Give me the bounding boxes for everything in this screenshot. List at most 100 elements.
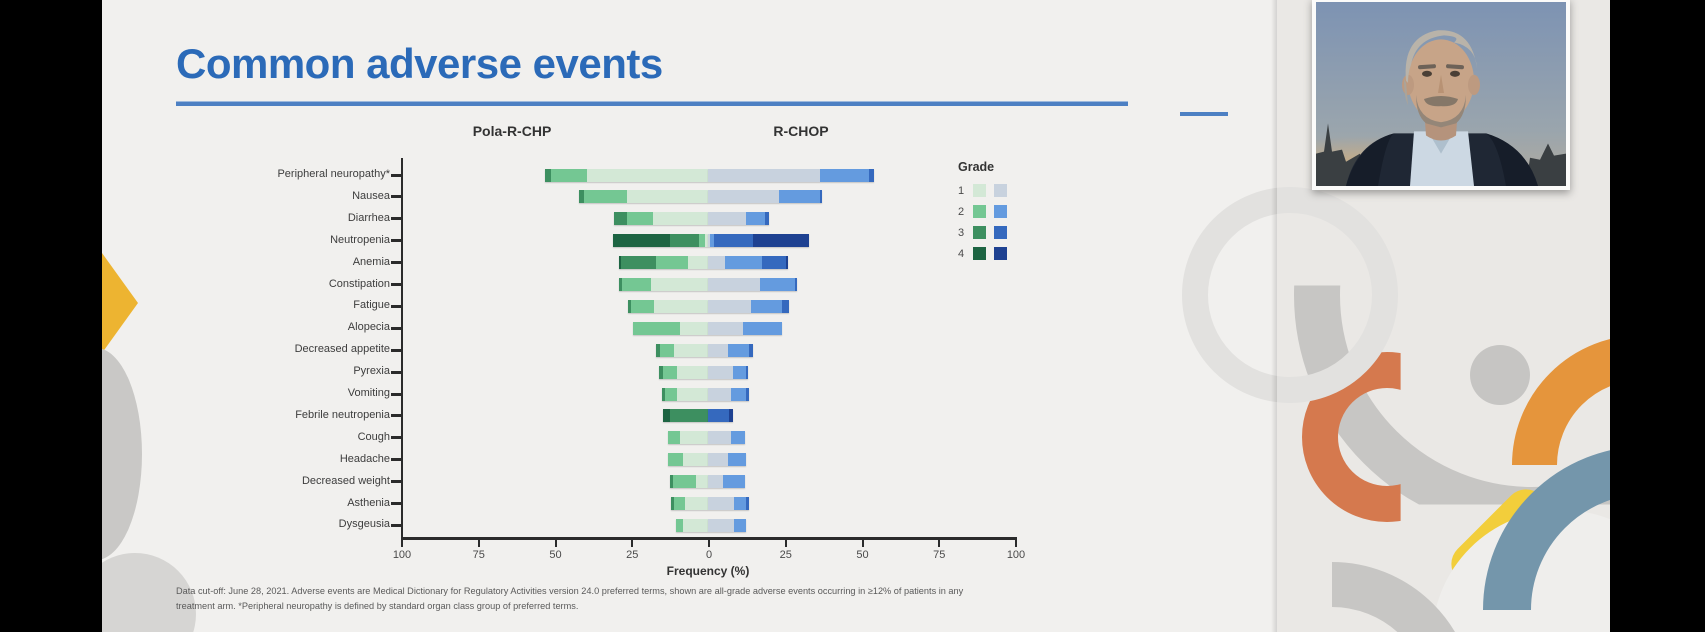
segment-grade2 xyxy=(698,234,705,248)
legend-swatch-blue xyxy=(994,184,1007,197)
bar-pola-r-chp xyxy=(618,256,708,270)
category-tick xyxy=(391,261,401,265)
segment-grade2 xyxy=(727,453,747,467)
segment-grade2 xyxy=(709,234,715,248)
segment-grade2 xyxy=(760,278,796,291)
grade-legend: Grade 1 2 3 4 xyxy=(958,160,1007,264)
footnote-line-1: Data cut-off: June 28, 2021. Adverse eve… xyxy=(176,586,964,596)
segment-grade1 xyxy=(680,321,708,335)
bar-pola-r-chp xyxy=(669,475,708,489)
x-axis-tick xyxy=(401,540,403,547)
x-axis-tick xyxy=(861,540,864,547)
segment-grade2 xyxy=(660,343,675,357)
bar-pola-r-chp xyxy=(663,409,708,423)
segment-grade1 xyxy=(708,299,751,313)
bar-pola-r-chp xyxy=(668,431,708,445)
bar-r-chop xyxy=(708,365,748,379)
segment-grade2 xyxy=(732,365,747,379)
x-axis-title: Frequency (%) xyxy=(666,564,750,578)
segment-grade2 xyxy=(626,212,653,226)
segment-grade3 xyxy=(746,497,750,510)
category-label: Diarrhea xyxy=(347,211,390,224)
legend-swatch-blue xyxy=(994,247,1007,260)
category-tick xyxy=(391,283,401,286)
segment-grade2 xyxy=(723,475,745,489)
segment-grade1 xyxy=(586,168,708,182)
category-tick xyxy=(391,436,401,440)
segment-grade3 xyxy=(661,387,666,401)
segment-grade4 xyxy=(786,256,788,270)
title-underline xyxy=(176,101,1128,106)
x-axis-tick xyxy=(1015,540,1017,547)
segment-grade1 xyxy=(683,453,708,467)
segment-grade4 xyxy=(612,234,670,248)
x-axis-tick xyxy=(938,540,941,547)
segment-grade4 xyxy=(663,409,670,423)
segment-grade3 xyxy=(781,299,790,313)
bar-pola-r-chp xyxy=(655,343,708,357)
segment-grade2 xyxy=(750,299,782,313)
segment-grade3 xyxy=(764,212,770,226)
bar-pola-r-chp xyxy=(668,453,708,467)
segment-grade2 xyxy=(668,453,684,467)
segment-grade1 xyxy=(708,475,724,489)
bar-r-chop xyxy=(708,212,770,226)
segment-grade2 xyxy=(675,518,684,532)
legend-grade-number: 3 xyxy=(958,226,965,239)
segment-grade2 xyxy=(632,321,681,335)
panel-edge-shadow xyxy=(1271,0,1277,632)
footnote-line-2: treatment arm. *Peripheral neuropathy is… xyxy=(176,601,579,611)
segment-grade4 xyxy=(618,256,621,270)
segment-grade3 xyxy=(669,475,673,489)
segment-grade1 xyxy=(708,387,732,401)
slide-edge-yellow-decoration xyxy=(102,253,138,353)
category-label: Vomiting xyxy=(347,387,390,399)
segment-grade1 xyxy=(708,256,725,270)
segment-grade3 xyxy=(655,343,661,357)
bar-r-chop xyxy=(708,256,788,270)
bar-r-chop xyxy=(708,278,798,291)
segment-grade3 xyxy=(749,343,753,357)
bar-r-chop xyxy=(708,453,747,467)
segment-grade2 xyxy=(731,431,745,445)
bar-r-chop xyxy=(708,299,790,313)
segment-grade3 xyxy=(708,409,730,423)
bar-r-chop xyxy=(708,343,753,357)
segment-grade1 xyxy=(708,212,747,226)
segment-grade2 xyxy=(668,431,681,445)
segment-grade1 xyxy=(652,212,708,226)
bar-pola-r-chp xyxy=(628,299,708,313)
segment-grade2 xyxy=(727,343,750,357)
segment-grade1 xyxy=(708,278,761,291)
segment-grade1 xyxy=(708,168,821,182)
category-label: Decreased weight xyxy=(301,474,390,487)
segment-grade2 xyxy=(551,168,587,182)
category-tick xyxy=(391,502,401,505)
bar-r-chop xyxy=(708,518,747,532)
category-label: Decreased appetite xyxy=(294,343,390,356)
segment-grade2 xyxy=(622,278,652,291)
segment-grade3 xyxy=(628,299,632,313)
segment-grade3 xyxy=(618,278,623,291)
category-tick xyxy=(391,523,401,527)
segment-grade1 xyxy=(708,234,710,248)
x-axis-tick xyxy=(477,540,480,547)
category-tick xyxy=(391,458,401,462)
segment-grade3 xyxy=(795,278,798,291)
bar-pola-r-chp xyxy=(661,387,708,401)
segment-grade1 xyxy=(704,234,708,248)
category-label: Cough xyxy=(357,430,390,443)
title-underline-fragment xyxy=(1180,112,1228,116)
bar-r-chop xyxy=(708,321,782,335)
speaker-webcam xyxy=(1312,0,1570,190)
segment-grade4 xyxy=(752,234,810,248)
category-label: Dysgeusia xyxy=(338,518,390,531)
category-tick xyxy=(391,348,401,352)
segment-grade2 xyxy=(731,387,747,401)
category-tick xyxy=(391,326,401,330)
segment-grade2 xyxy=(724,256,762,270)
category-label: Pyrexia xyxy=(353,365,390,378)
legend-title: Grade xyxy=(958,160,995,174)
segment-grade2 xyxy=(583,190,627,204)
